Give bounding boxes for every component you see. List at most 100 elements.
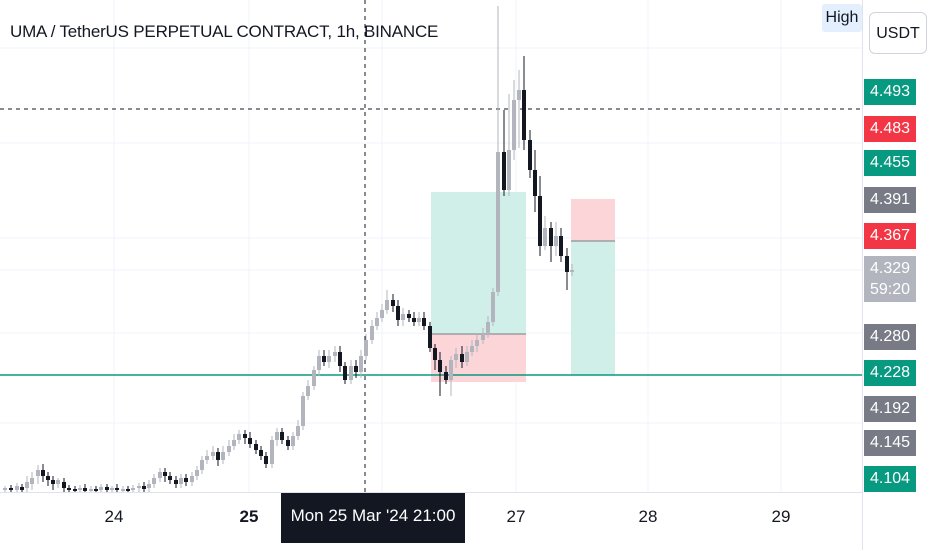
price-label-long-stop: 4.192 <box>864 396 916 422</box>
candle-body <box>200 460 204 470</box>
candle-body <box>36 470 40 476</box>
candle-body <box>99 487 103 490</box>
candle-body <box>115 488 119 490</box>
candle-body <box>438 360 442 372</box>
candle-body <box>280 432 284 440</box>
price-label-last: 4.329 59:20 <box>864 256 916 302</box>
candle-body <box>121 489 125 491</box>
candle-body <box>20 487 24 490</box>
candle-body <box>110 488 114 490</box>
candle-body <box>343 366 347 380</box>
candle-body <box>3 488 7 490</box>
candle-body <box>538 196 542 246</box>
candle-body <box>359 356 363 372</box>
candle-body <box>73 489 77 491</box>
long-position-profit-zone[interactable] <box>431 192 526 334</box>
candle-body <box>412 318 416 322</box>
candle-body <box>465 352 469 362</box>
candle-body <box>522 90 526 140</box>
candle-body <box>502 152 506 190</box>
candle-body <box>549 228 553 246</box>
candle-body <box>454 354 458 360</box>
candle-body <box>264 456 268 464</box>
candle-body <box>396 306 400 320</box>
candle-body <box>570 270 574 272</box>
candle-body <box>105 487 109 490</box>
currency-button[interactable]: USDT <box>869 12 927 54</box>
candle-body <box>67 488 71 490</box>
candle-body <box>475 340 479 346</box>
time-label-27: 27 <box>506 507 526 526</box>
candle-countdown: 59:20 <box>869 281 911 298</box>
candle-body <box>174 480 178 484</box>
candle-body <box>275 432 279 440</box>
time-label-29: 29 <box>771 507 791 526</box>
candle-body <box>184 478 188 482</box>
candle-body <box>232 440 236 446</box>
candle-body <box>211 452 215 456</box>
candle-body <box>422 318 426 326</box>
position-zones[interactable] <box>431 192 615 382</box>
candle-body <box>470 346 474 352</box>
candle-body <box>163 472 167 476</box>
candle-body <box>312 370 316 386</box>
symbol-title[interactable]: UMA / TetherUS PERPETUAL CONTRACT, 1h, B… <box>10 22 439 41</box>
candle-body <box>401 314 405 320</box>
candle-body <box>78 488 82 490</box>
candle-body <box>126 489 130 491</box>
price-label-short-target: 4.455 <box>864 150 916 176</box>
candle-body <box>364 340 368 356</box>
candle-body <box>41 470 45 476</box>
candle-body <box>349 366 353 380</box>
price-label-low: 4.104 <box>864 466 916 492</box>
candle-body <box>286 440 290 446</box>
time-axis[interactable]: 24 25 27 28 29 Mon 25 Mar '24 21:00 <box>0 492 862 551</box>
candle-body <box>291 436 295 446</box>
candle-body <box>94 489 98 491</box>
candle-body <box>15 486 19 490</box>
price-label-long-entry: 4.280 <box>864 324 916 350</box>
candle-body <box>306 386 310 396</box>
time-label-25: 25 <box>239 507 259 526</box>
candle-body <box>83 488 87 491</box>
candle-body <box>205 456 209 460</box>
price-label-high: 4.493 <box>864 79 916 105</box>
short-position-loss-zone[interactable] <box>571 199 615 241</box>
candle-body <box>89 489 93 491</box>
short-position-profit-zone[interactable] <box>571 241 615 375</box>
candles-group <box>3 6 574 492</box>
price-label-horizontal-line: 4.228 <box>864 360 916 386</box>
candlestick-chart[interactable] <box>0 0 862 492</box>
candle-body <box>460 354 464 362</box>
candle-body <box>56 480 60 484</box>
candle-body <box>158 472 162 478</box>
candle-body <box>559 236 563 256</box>
candle-body <box>46 476 50 480</box>
candle-body <box>543 228 547 246</box>
chart-pane[interactable]: UMA / TetherUS PERPETUAL CONTRACT, 1h, B… <box>0 0 862 492</box>
candle-body <box>517 90 521 100</box>
candle-body <box>131 488 135 490</box>
candle-body <box>338 352 342 366</box>
candle-body <box>51 480 55 484</box>
candle-body <box>142 486 146 489</box>
candle-body <box>512 100 516 150</box>
candle-body <box>227 446 231 452</box>
candle-body <box>533 170 537 196</box>
candle-body <box>354 366 358 372</box>
candle-body <box>481 334 485 340</box>
high-badge: High <box>822 4 862 32</box>
candle-body <box>507 150 511 190</box>
candle-body <box>9 488 13 490</box>
candle-body <box>243 434 247 438</box>
candle-body <box>333 352 337 356</box>
candle-body <box>375 318 379 326</box>
candle-body <box>491 292 495 322</box>
candle-body <box>301 396 305 426</box>
price-label-high-line: 4.483 <box>864 116 916 142</box>
candle-body <box>317 356 321 370</box>
candle-body <box>216 452 220 460</box>
candle-body <box>565 256 569 272</box>
candle-body <box>30 478 34 484</box>
candle-body <box>25 482 29 488</box>
